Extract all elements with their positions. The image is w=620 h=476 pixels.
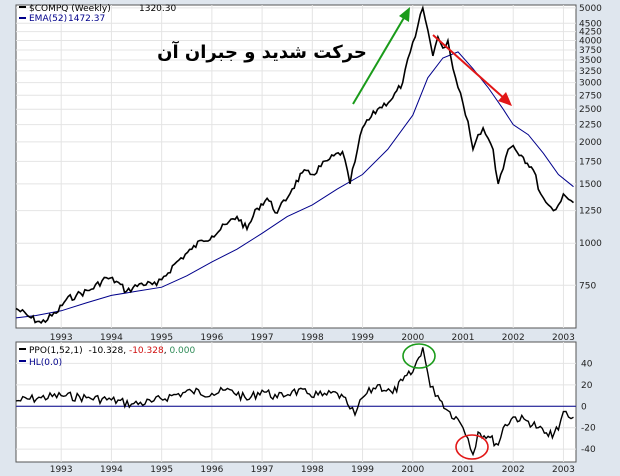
annotation-text: حرکت شدید و جبران آن bbox=[157, 40, 367, 63]
ppo-plot-area bbox=[15, 341, 577, 463]
price-x-tick-label: 2000 bbox=[401, 333, 424, 343]
price-y-tick-label: 2000 bbox=[579, 138, 602, 148]
price-x-tick-label: 1994 bbox=[100, 333, 123, 343]
ppo-line bbox=[15, 347, 574, 457]
price-y-tick-label: 3500 bbox=[579, 56, 602, 66]
ppo-x-tick-label: 1993 bbox=[50, 465, 73, 475]
ppo-x-tick-label: 1999 bbox=[351, 465, 374, 475]
up-arrow bbox=[352, 7, 410, 105]
price-y-tick-label: 3250 bbox=[579, 67, 602, 77]
ema-legend-swatch bbox=[19, 17, 26, 19]
price-plot-area bbox=[15, 4, 577, 329]
price-x-tick-label: 1993 bbox=[50, 333, 73, 343]
price-y-tick-label: 2750 bbox=[579, 91, 602, 101]
price-grid bbox=[16, 5, 576, 328]
price-x-axis: 1993 1994 1995 1996 1997 1998 1999 2000 2001 2002… bbox=[50, 333, 575, 343]
ppo-legend-value-1: -10.328 bbox=[88, 346, 123, 356]
price-x-tick-label: 2002 bbox=[502, 333, 525, 343]
price-y-tick-label: 2500 bbox=[579, 105, 602, 115]
price-x-tick-label: 1996 bbox=[200, 333, 223, 343]
price-y-tick-label: 1250 bbox=[579, 207, 602, 217]
ppo-legend-value-2: -10.328 bbox=[129, 346, 164, 356]
price-x-tick-label: 1999 bbox=[351, 333, 374, 343]
peak-circle bbox=[402, 343, 436, 369]
ppo-y-tick-label: 20 bbox=[581, 381, 593, 391]
price-x-tick-label: 1998 bbox=[301, 333, 324, 343]
price-y-tick-label: 4000 bbox=[579, 37, 602, 47]
ppo-legend-label: PPO(1,52,1) -10.328, -10.328, 0.000 bbox=[29, 346, 195, 356]
ppo-x-tick-label: 2002 bbox=[502, 465, 525, 475]
price-y-tick-label: 750 bbox=[579, 281, 596, 291]
down-arrow bbox=[432, 34, 512, 106]
price-y-tick-label: 4500 bbox=[579, 19, 602, 29]
ema-legend-label: EMA(52) bbox=[29, 14, 67, 24]
ppo-x-axis: 1993 1994 1995 1996 1997 1998 1999 2000 2001 2002… bbox=[50, 465, 575, 475]
ppo-x-tick-label: 2000 bbox=[401, 465, 424, 475]
ppo-y-tick-label: 40 bbox=[581, 359, 593, 369]
price-legend-swatch bbox=[19, 6, 26, 8]
price-panel: 750 1000 1250 1500 1750 2000 2250 2500 2750 3000 3… bbox=[15, 4, 602, 343]
price-line bbox=[15, 5, 574, 325]
ppo-x-tick-label: 2003 bbox=[552, 465, 575, 475]
ppo-legend-swatch bbox=[19, 348, 26, 350]
trough-circle bbox=[455, 434, 489, 460]
ppo-panel: 40 20 0 -20 -40 1993 1994 1995 1996 1997 1998 1999… bbox=[15, 341, 596, 475]
price-y-tick-label: 3000 bbox=[579, 79, 602, 89]
price-x-tick-label: 2001 bbox=[452, 333, 475, 343]
price-y-tick-label: 2250 bbox=[579, 121, 602, 131]
price-y-tick-label: 3750 bbox=[579, 46, 602, 56]
ppo-legend-sep-2: , bbox=[164, 346, 170, 356]
hl-legend-swatch bbox=[19, 360, 26, 362]
price-x-tick-label: 1997 bbox=[251, 333, 274, 343]
price-legend-label: $COMPQ (Weekly) bbox=[29, 4, 111, 14]
ppo-y-axis: 40 20 0 -20 -40 bbox=[581, 359, 596, 455]
hl-legend-label: HL(0.0) bbox=[29, 358, 62, 368]
price-y-tick-label: 4250 bbox=[579, 28, 602, 38]
ppo-x-tick-label: 1997 bbox=[251, 465, 274, 475]
ppo-y-tick-label: -40 bbox=[581, 445, 596, 455]
price-legend-last: 1320.30 bbox=[139, 4, 176, 14]
price-y-tick-label: 1750 bbox=[579, 157, 602, 167]
ppo-x-tick-label: 2001 bbox=[452, 465, 475, 475]
ppo-x-tick-label: 1998 bbox=[301, 465, 324, 475]
ppo-y-tick-label: -20 bbox=[581, 424, 596, 434]
ppo-legend-value-3: 0.000 bbox=[169, 346, 195, 356]
price-y-tick-label: 5000 bbox=[579, 4, 602, 14]
price-y-axis: 750 1000 1250 1500 1750 2000 2250 2500 2750 3000 3… bbox=[579, 4, 602, 291]
ema-legend-last: 1472.37 bbox=[68, 14, 105, 24]
ppo-y-tick-label: 0 bbox=[581, 402, 587, 412]
ppo-x-tick-label: 1995 bbox=[150, 465, 173, 475]
price-y-tick-label: 1500 bbox=[579, 180, 602, 190]
price-x-tick-label: 2003 bbox=[552, 333, 575, 343]
ppo-x-tick-label: 1994 bbox=[100, 465, 123, 475]
price-y-tick-label: 1000 bbox=[579, 239, 602, 249]
ppo-legend-name: PPO(1,52,1) bbox=[29, 346, 83, 356]
ppo-x-tick-label: 1996 bbox=[200, 465, 223, 475]
ppo-legend-sep-1: , bbox=[123, 346, 129, 356]
price-x-tick-label: 1995 bbox=[150, 333, 173, 343]
